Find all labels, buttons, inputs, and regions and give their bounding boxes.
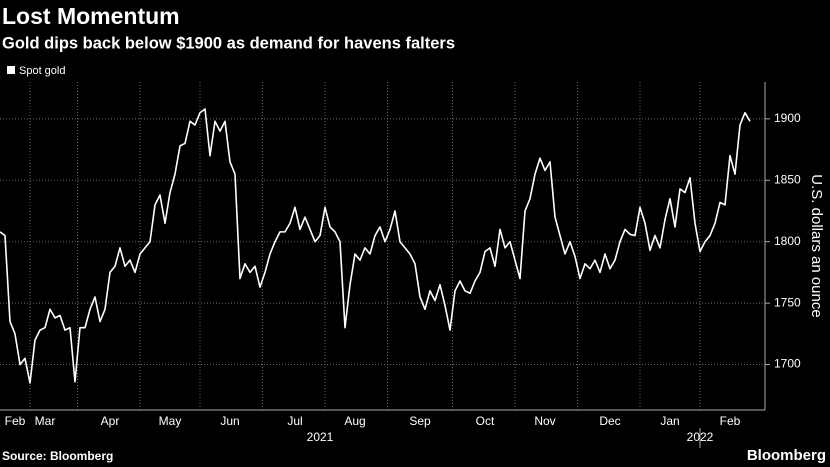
legend-swatch — [7, 66, 15, 74]
x-tick-label: Jul — [287, 414, 302, 428]
x-tick-label: Jun — [220, 414, 239, 428]
chart-title: Lost Momentum — [2, 3, 180, 29]
y-tick-label: 1850 — [774, 172, 801, 186]
chart-subtitle: Gold dips back below $1900 as demand for… — [2, 34, 455, 52]
line-series — [0, 108, 751, 384]
brand: Bloomberg — [747, 447, 826, 464]
y-axis-label: U.S. dollars an ounce — [808, 174, 825, 317]
source: Source: Bloomberg — [2, 449, 113, 463]
x-tick-label: Aug — [344, 414, 365, 428]
y-tick-label: 1800 — [774, 234, 801, 248]
x-tick-label: Apr — [101, 414, 120, 428]
legend-label: Spot gold — [19, 65, 65, 77]
x-tick-label: Feb — [5, 414, 26, 428]
x-tick-label: Oct — [476, 414, 495, 428]
y-tick-label: 1700 — [774, 357, 801, 371]
x-group-label: 2021 — [307, 430, 334, 444]
x-tick-label: Sep — [409, 414, 431, 428]
x-tick-label: Jan — [660, 414, 679, 428]
y-tick-label: 1900 — [774, 111, 801, 125]
x-tick-label: Nov — [534, 414, 555, 428]
x-tick-label: Dec — [599, 414, 620, 428]
x-tick-label: May — [159, 414, 182, 428]
y-tick-label: 1750 — [774, 295, 801, 309]
x-tick-label: Feb — [720, 414, 741, 428]
x-tick-label: Mar — [35, 414, 56, 428]
